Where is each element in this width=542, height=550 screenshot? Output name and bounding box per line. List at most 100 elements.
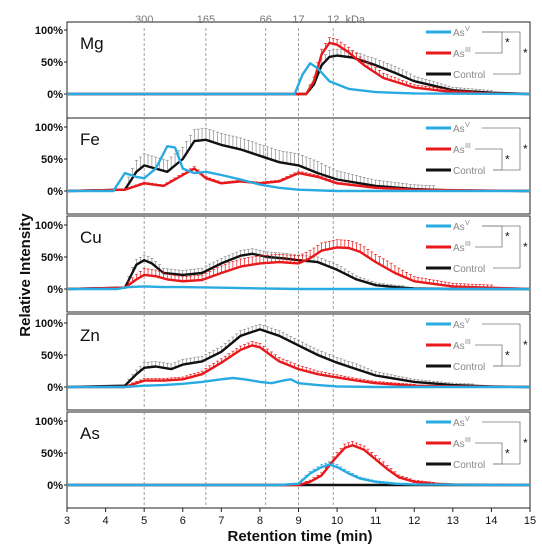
element-label: Cu (80, 228, 102, 247)
series-line-asv (67, 463, 531, 487)
y-tick-label: 100% (35, 25, 63, 37)
legend-superscript-asiii: III (465, 437, 471, 444)
y-tick-label: 0% (47, 382, 63, 394)
x-tick-label: 8 (257, 515, 263, 527)
series-line-control (66, 328, 531, 389)
legend-superscript-asv: V (465, 122, 470, 129)
mw-marker-label: 17 (292, 14, 304, 26)
mw-marker-label: 300 (135, 14, 153, 26)
x-axis: 3 4 5 6 7 8 9 10 11 12 13 14 15 (64, 508, 536, 527)
series-line-asv (67, 285, 530, 291)
mw-unit-label: kDa (345, 14, 365, 26)
x-tick-label: 7 (218, 515, 224, 527)
series-line-asiii (67, 344, 531, 389)
series-line-asv (67, 144, 530, 193)
y-axis-label: Relative Intensity (17, 213, 34, 337)
significance-star: * (523, 142, 528, 156)
x-tick-label: 15 (524, 515, 536, 527)
series-line-asiii (67, 41, 531, 96)
significance-bracket (482, 127, 521, 171)
legend-label-asv: As (453, 320, 465, 331)
legend-label-asiii: As (453, 243, 465, 254)
legend-label-control: Control (453, 362, 485, 373)
significance-star: * (505, 153, 510, 167)
y-tick-label: 0% (47, 284, 63, 296)
y-tick-label: 50% (41, 252, 63, 264)
significance-bracket (482, 421, 521, 465)
legend-label-control: Control (453, 166, 485, 177)
legend-superscript-asv: V (465, 416, 470, 423)
significance-star: * (523, 436, 528, 450)
series-line-control (66, 138, 531, 193)
series-line-asv (67, 62, 531, 96)
significance-star: * (505, 36, 510, 50)
y-tick-label: 0% (47, 89, 63, 101)
mw-marker-label: 165 (197, 14, 215, 26)
series-line-asiii (66, 167, 531, 193)
legend-label-control: Control (453, 460, 485, 471)
x-tick-label: 10 (331, 515, 343, 527)
significance-star: * (505, 230, 510, 244)
y-tick-label: 100% (35, 318, 63, 330)
significance-star: * (523, 46, 528, 60)
series-line-asv (67, 376, 530, 389)
significance-star: * (523, 338, 528, 352)
y-tick-label: 100% (35, 416, 63, 428)
legend-label-asv: As (453, 418, 465, 429)
y-tick-label: 50% (41, 57, 63, 69)
legend-label-asv: As (453, 28, 465, 39)
y-tick-label: 100% (35, 220, 63, 232)
y-tick-label: 0% (47, 186, 63, 198)
legend-superscript-asiii: III (465, 47, 471, 54)
x-tick-label: 14 (485, 515, 497, 527)
x-tick-label: 3 (64, 515, 70, 527)
legend-superscript-asv: V (465, 318, 470, 325)
legend-label-asv: As (453, 222, 465, 233)
element-label: Mg (80, 34, 104, 53)
y-tick-label: 0% (47, 480, 63, 492)
legend-label-asiii: As (453, 341, 465, 352)
legend-label-asiii: As (453, 145, 465, 156)
legend-label-asv: As (453, 124, 465, 135)
legend-superscript-asv: V (465, 26, 470, 33)
significance-bracket (475, 225, 503, 248)
y-tick-label: 50% (41, 154, 63, 166)
series-line-asiii (66, 246, 531, 291)
significance-bracket (482, 323, 521, 367)
significance-star: * (523, 240, 528, 254)
significance-bracket (475, 31, 503, 54)
significance-bracket (482, 31, 521, 75)
x-tick-label: 11 (370, 515, 381, 527)
element-label: Zn (80, 326, 100, 345)
legend-superscript-asv: V (465, 220, 470, 227)
significance-bracket (482, 225, 521, 269)
legend-superscript-asiii: III (465, 143, 471, 150)
x-tick-label: 12 (408, 515, 420, 527)
mw-marker-label: 12 (327, 14, 339, 26)
y-tick-label: 100% (35, 122, 63, 134)
x-tick-label: 5 (141, 515, 147, 527)
x-tick-label: 13 (447, 515, 459, 527)
significance-star: * (505, 447, 510, 461)
significance-star: * (505, 349, 510, 363)
legend-label-asiii: As (453, 49, 465, 60)
legend-label-control: Control (453, 70, 485, 81)
x-tick-label: 4 (103, 515, 109, 527)
x-tick-label: 6 (180, 515, 186, 527)
legend-label-control: Control (453, 264, 485, 275)
x-tick-label: 9 (295, 515, 301, 527)
legend-label-asiii: As (453, 439, 465, 450)
y-tick-label: 50% (41, 350, 63, 362)
x-axis-label: Retention time (min) (228, 528, 373, 545)
y-tick-label: 50% (41, 448, 63, 460)
mw-marker-label: 66 (260, 14, 272, 26)
legend-superscript-asiii: III (465, 339, 471, 346)
legend-superscript-asiii: III (465, 241, 471, 248)
